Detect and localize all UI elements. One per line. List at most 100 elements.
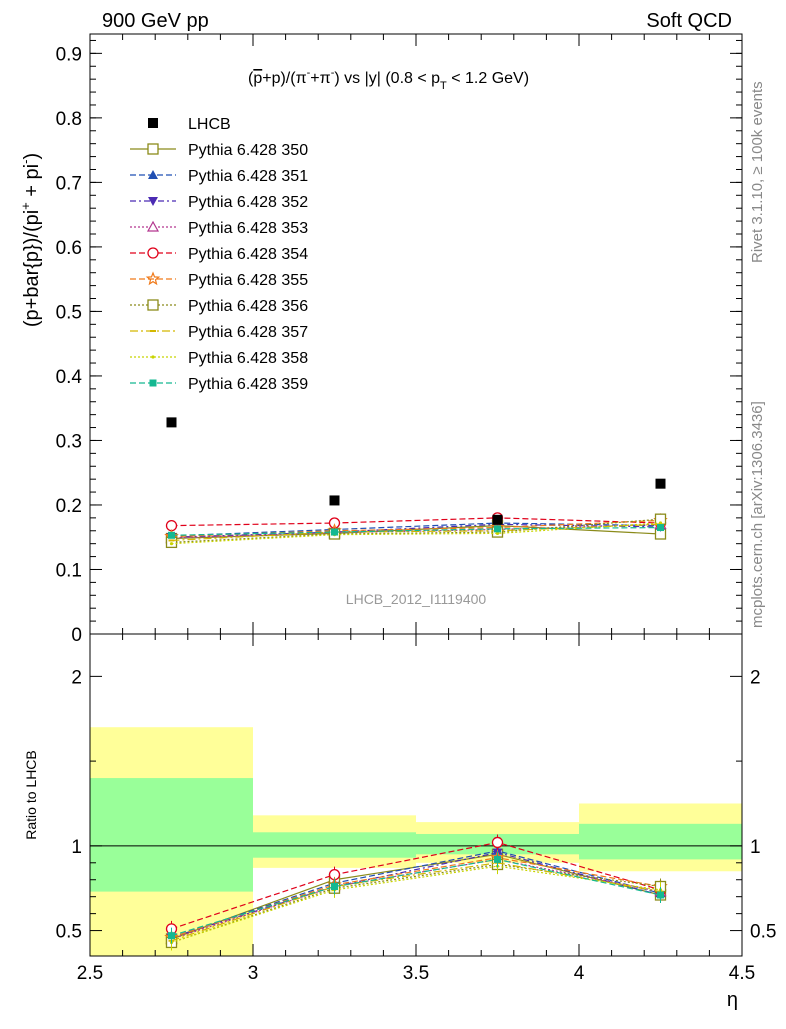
legend-label: Pythia 6.428 357: [188, 324, 308, 341]
series-line: [171, 517, 661, 527]
series-line: [171, 526, 661, 536]
title-part-pbar: p: [253, 70, 262, 87]
legend-label: Pythia 6.428 358: [188, 350, 308, 367]
ratio-y-tick-label-right: 0.5: [750, 922, 776, 943]
ratio-series-marker: [491, 836, 504, 849]
ylabel-mid: + pi: [21, 164, 43, 202]
legend-label: Pythia 6.428 351: [188, 168, 308, 185]
legend-marker: [146, 220, 160, 232]
ylabel-sup2: -: [18, 160, 33, 164]
x-tick-label: 3.5: [403, 963, 429, 984]
main-y-tick-label: 0.6: [56, 238, 82, 259]
legend-label: Pythia 6.428 359: [188, 376, 308, 393]
title-part-b: +p)/(π: [262, 70, 306, 87]
title-part-c: +π: [310, 70, 330, 87]
series-marker: [658, 521, 663, 525]
series-line: [171, 518, 661, 543]
series-marker: [494, 525, 501, 533]
main-series-layer: [164, 417, 668, 549]
x-tick-label: 2.5: [77, 963, 103, 984]
ratio-series-marker: [168, 932, 175, 940]
series-marker: [328, 517, 341, 529]
x-tick-label: 4: [574, 963, 585, 984]
legend-marker: [147, 247, 159, 259]
legend-label-lhcb: LHCB: [188, 116, 231, 133]
ratio-series-line: [171, 852, 661, 938]
legend-label: Pythia 6.428 354: [188, 246, 308, 263]
legend-marker: [147, 299, 159, 311]
plot-title: (p+p)/(π-+π-) vs |y| (0.8 < pT < 1.2 GeV…: [248, 67, 529, 92]
ratio-series-line: [171, 865, 661, 944]
ylabel-sup1: +: [18, 202, 33, 210]
rivet-version-label: Rivet 3.1.10, ≥ 100k events: [749, 81, 766, 263]
ratio-series-layer: [164, 834, 668, 951]
data-point-lhcb: [492, 514, 503, 525]
title-part-sub: T: [440, 80, 447, 92]
legend-marker: [149, 379, 157, 387]
ratio-y-tick-label-right: 2: [750, 667, 761, 688]
x-tick-label: 3: [248, 963, 259, 984]
ratio-series-line: [171, 841, 661, 930]
legend-marker: [145, 271, 161, 286]
uncertainty-band-green: [579, 823, 742, 860]
ratio-y-tick-label: 2: [71, 667, 82, 688]
title-part-sup2: -: [331, 67, 335, 79]
series-line: [171, 523, 661, 542]
main-y-axis-label: (p+bar{p})/(pi+ + pi-): [18, 153, 43, 327]
title-part-d: ) vs |y| (0.8 < p: [334, 70, 440, 87]
ratio-series-line: [171, 863, 661, 944]
legend-label: Pythia 6.428 356: [188, 298, 308, 315]
legend: LHCB Pythia 6.428 350 Pythia 6.428 351 Pyth…: [130, 116, 308, 393]
ratio-y-tick-label-right: 1: [750, 837, 761, 858]
title-part-sup1: -: [307, 67, 311, 79]
series-marker: [657, 524, 664, 532]
legend-marker-lhcb: [148, 118, 158, 128]
x-axis-label: η: [727, 989, 738, 1011]
title-part-e: < 1.2 GeV): [447, 70, 529, 87]
data-point-lhcb: [166, 417, 177, 428]
legend-marker: [148, 170, 158, 179]
legend-label: Pythia 6.428 353: [188, 220, 308, 237]
uncertainty-band-green: [253, 832, 416, 858]
legend-label: Pythia 6.428 352: [188, 194, 308, 211]
main-y-tick-label: 0.4: [56, 367, 83, 388]
uncertainty-band-green: [90, 778, 253, 892]
series-marker: [331, 528, 338, 536]
legend-marker: [148, 197, 158, 206]
data-point-lhcb: [329, 495, 340, 506]
series-marker: [168, 531, 175, 539]
main-y-tick-label: 0.3: [56, 431, 82, 452]
ylabel-end: ): [21, 153, 43, 160]
main-y-tick-label: 0.2: [56, 496, 82, 517]
legend-marker: [151, 355, 155, 359]
series-marker: [495, 531, 500, 535]
ratio-series-marker: [657, 891, 664, 899]
mcplots-label: mcplots.cern.ch [arXiv:1306.3436]: [749, 401, 766, 628]
uncertainty-bands: [90, 727, 742, 956]
series-marker: [169, 542, 174, 546]
ratio-series-line: [171, 850, 661, 938]
ratio-series-line: [171, 858, 661, 937]
ratio-y-tick-label: 1: [71, 837, 82, 858]
main-y-tick-label: 0.7: [56, 173, 82, 194]
series-line: [171, 523, 661, 538]
ratio-series-marker: [494, 855, 501, 863]
main-y-tick-label: 0.1: [56, 560, 82, 581]
main-y-tick-label: 0.8: [56, 109, 82, 130]
legend-label: Pythia 6.428 350: [188, 142, 308, 159]
legend-marker: [147, 143, 159, 155]
ratio-y-axis-label: Ratio to LHCB: [23, 750, 39, 839]
header-left: 900 GeV pp: [102, 10, 209, 32]
ratio-y-tick-label: 0.5: [56, 922, 82, 943]
axes: 0 0.1 0.2 0.3 0.4 0.5 0.6 0.7 0.8 0.9 2.5 3 3.5 4 4.5 0…: [56, 34, 776, 984]
title-part-a: (: [248, 70, 254, 87]
main-y-tick-label: 0: [71, 625, 82, 646]
data-point-lhcb: [655, 478, 666, 489]
analysis-watermark: LHCB_2012_I1119400: [346, 591, 487, 607]
ylabel-main: (p+bar{p})/(pi: [21, 210, 43, 327]
header-right: Soft QCD: [646, 10, 732, 32]
series-line: [171, 522, 661, 545]
ratio-series-marker: [331, 883, 338, 891]
main-y-tick-label: 0.9: [56, 44, 82, 65]
